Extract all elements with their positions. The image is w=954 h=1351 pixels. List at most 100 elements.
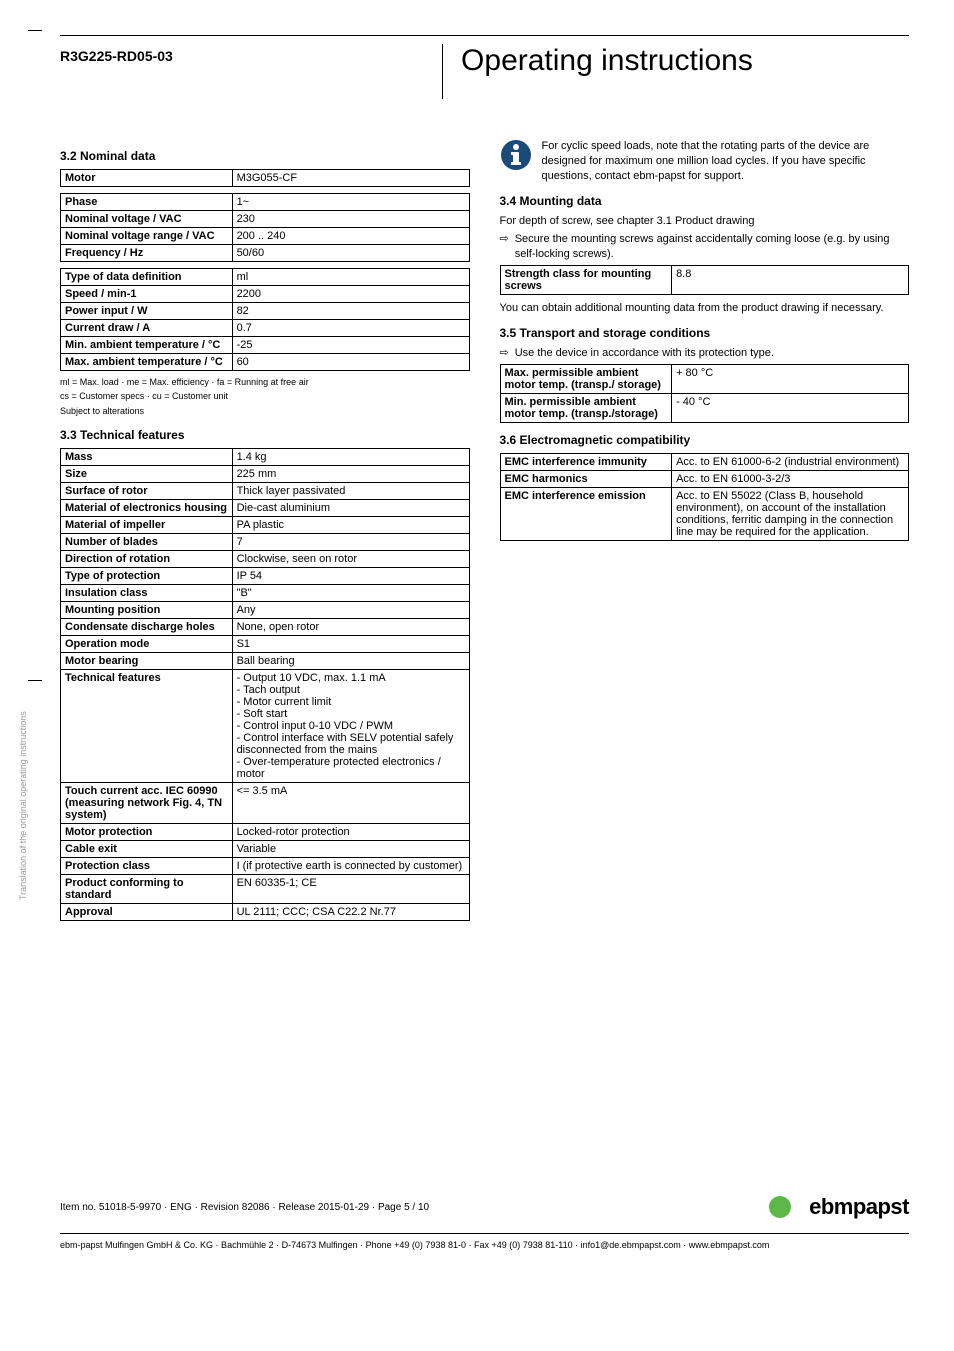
table-row: Number of blades7 <box>61 534 470 551</box>
table-cell-value: Thick layer passivated <box>232 483 469 500</box>
section-3-5-title: 3.5 Transport and storage conditions <box>500 326 910 340</box>
table-row: Mass1.4 kg <box>61 449 470 466</box>
table-cell-label: Motor <box>61 170 233 187</box>
table-row: Nominal voltage range / VAC200 .. 240 <box>61 228 470 245</box>
table-row: Condensate discharge holesNone, open rot… <box>61 619 470 636</box>
ebmpapst-logo: ebmpapst <box>809 1194 909 1220</box>
table-cell-value: Locked-rotor protection <box>232 824 469 841</box>
table-cell-label: Cable exit <box>61 841 233 858</box>
table-cell-label: Product conforming to standard <box>61 875 233 904</box>
table-row: Current draw / A0.7 <box>61 320 470 337</box>
table-cell-label: Motor bearing <box>61 653 233 670</box>
table-row: Nominal voltage / VAC230 <box>61 211 470 228</box>
table-cell-label: Min. permissible ambient motor temp. (tr… <box>500 393 672 422</box>
table-row: Phase1~ <box>61 194 470 211</box>
table-cell-value: 50/60 <box>232 245 469 262</box>
table-cell-label: Material of impeller <box>61 517 233 534</box>
table-cell-label: Condensate discharge holes <box>61 619 233 636</box>
table-row: Surface of rotorThick layer passivated <box>61 483 470 500</box>
table-cell-label: Direction of rotation <box>61 551 233 568</box>
table-cell-value: UL 2111; CCC; CSA C22.2 Nr.77 <box>232 904 469 921</box>
table-cell-value: 8.8 <box>672 266 909 295</box>
table-cell-value: Ball bearing <box>232 653 469 670</box>
table-cell-value: - Output 10 VDC, max. 1.1 mA - Tach outp… <box>232 670 469 783</box>
green-tech-icon <box>769 1196 791 1218</box>
section-3-4-title: 3.4 Mounting data <box>500 194 910 208</box>
vertical-page-label: Translation of the original operating in… <box>18 711 28 900</box>
footer-address-line: ebm-papst Mulfingen GmbH & Co. KG · Bach… <box>60 1233 909 1250</box>
table-cell-label: Strength class for mounting screws <box>500 266 672 295</box>
mounting-screws-table: Strength class for mounting screws8.8 <box>500 265 910 295</box>
table-cell-label: Size <box>61 466 233 483</box>
table-cell-value: ml <box>232 269 469 286</box>
table-cell-value: "B" <box>232 585 469 602</box>
table-cell-value: EN 60335-1; CE <box>232 875 469 904</box>
table-row: Cable exitVariable <box>61 841 470 858</box>
table-row: Motor protectionLocked-rotor protection <box>61 824 470 841</box>
table-row: MotorM3G055-CF <box>61 170 470 187</box>
right-column: For cyclic speed loads, note that the ro… <box>500 139 910 927</box>
table-cell-label: Material of electronics housing <box>61 500 233 517</box>
table-cell-value: 225 mm <box>232 466 469 483</box>
table-cell-value: 60 <box>232 354 469 371</box>
table-row: Product conforming to standardEN 60335-1… <box>61 875 470 904</box>
table-cell-label: Power input / W <box>61 303 233 320</box>
table-row: Power input / W82 <box>61 303 470 320</box>
table-row: Insulation class"B" <box>61 585 470 602</box>
table-cell-value: PA plastic <box>232 517 469 534</box>
table-cell-value: M3G055-CF <box>232 170 469 187</box>
section-3-3-title: 3.3 Technical features <box>60 428 470 442</box>
table-cell-label: Max. ambient temperature / °C <box>61 354 233 371</box>
table-cell-value: 0.7 <box>232 320 469 337</box>
table-row: EMC interference emissionAcc. to EN 5502… <box>500 487 909 540</box>
table-row: Touch current acc. IEC 60990 (measuring … <box>61 783 470 824</box>
table-cell-label: Mounting position <box>61 602 233 619</box>
table-cell-value: 7 <box>232 534 469 551</box>
table-row: Motor bearingBall bearing <box>61 653 470 670</box>
table-row: Min. permissible ambient motor temp. (tr… <box>500 393 909 422</box>
left-column: 3.2 Nominal data MotorM3G055-CF Phase1~N… <box>60 139 470 927</box>
section-3-6-title: 3.6 Electromagnetic compatibility <box>500 433 910 447</box>
table-cell-value: None, open rotor <box>232 619 469 636</box>
table-row: Direction of rotationClockwise, seen on … <box>61 551 470 568</box>
table-row: Max. permissible ambient motor temp. (tr… <box>500 364 909 393</box>
table-cell-label: Mass <box>61 449 233 466</box>
table-cell-value: 2200 <box>232 286 469 303</box>
arrow-icon: ⇨ <box>500 346 509 361</box>
table-cell-label: Approval <box>61 904 233 921</box>
table-cell-value: Acc. to EN 61000-3-2/3 <box>672 470 909 487</box>
table-cell-value: 200 .. 240 <box>232 228 469 245</box>
page-title: Operating instructions <box>461 44 909 78</box>
section-3-2-title: 3.2 Nominal data <box>60 149 470 163</box>
table-cell-label: Type of protection <box>61 568 233 585</box>
s34-line2: You can obtain additional mounting data … <box>500 301 910 316</box>
footnote-abbrev-2: cs = Customer specs · cu = Customer unit <box>60 391 470 403</box>
table-cell-value: 230 <box>232 211 469 228</box>
table-cell-label: Type of data definition <box>61 269 233 286</box>
s35-bullet-text: Use the device in accordance with its pr… <box>515 346 774 361</box>
nominal-table: Phase1~Nominal voltage / VAC230Nominal v… <box>60 193 470 262</box>
table-cell-value: + 80 °C <box>672 364 909 393</box>
model-number: R3G225-RD05-03 <box>60 44 442 64</box>
s34-line1: For depth of screw, see chapter 3.1 Prod… <box>500 214 910 229</box>
info-note-box: For cyclic speed loads, note that the ro… <box>500 139 910 184</box>
table-cell-label: Frequency / Hz <box>61 245 233 262</box>
table-cell-label: Current draw / A <box>61 320 233 337</box>
table-cell-value: Any <box>232 602 469 619</box>
footnote-abbrev-1: ml = Max. load · me = Max. efficiency · … <box>60 377 470 389</box>
info-note-text: For cyclic speed loads, note that the ro… <box>542 139 910 184</box>
table-cell-value: - 40 °C <box>672 393 909 422</box>
table-row: Min. ambient temperature / °C-25 <box>61 337 470 354</box>
table-cell-value: Acc. to EN 61000-6-2 (industrial environ… <box>672 453 909 470</box>
s34-bullet: ⇨ Secure the mounting screws against acc… <box>500 232 910 262</box>
table-row: Material of impellerPA plastic <box>61 517 470 534</box>
table-row: Type of protectionIP 54 <box>61 568 470 585</box>
table-cell-label: EMC interference emission <box>500 487 672 540</box>
table-row: Frequency / Hz50/60 <box>61 245 470 262</box>
table-cell-value: -25 <box>232 337 469 354</box>
table-row: Max. ambient temperature / °C60 <box>61 354 470 371</box>
table-cell-label: Nominal voltage range / VAC <box>61 228 233 245</box>
table-cell-value: IP 54 <box>232 568 469 585</box>
table-row: Protection classI (if protective earth i… <box>61 858 470 875</box>
table-row: Size225 mm <box>61 466 470 483</box>
